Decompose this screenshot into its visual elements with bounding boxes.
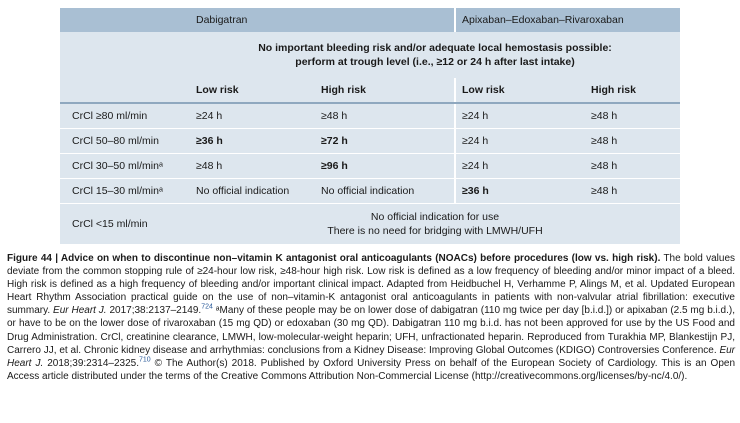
caption-cite-1: 2017;38:2137–2149. [106,305,202,317]
row-label: CrCl 30–50 ml/minᵃ [60,153,190,179]
table-row: CrCl ≥80 ml/min ≥24 h ≥48 h ≥24 h ≥48 h [60,103,680,129]
table-cell: No official indication [190,178,315,204]
row-label: CrCl <15 ml/min [60,203,190,244]
figure-caption: Figure 44 | Advice on when to discontinu… [7,252,735,383]
table-cell: ≥48 h [315,103,455,129]
table-cell: ≥48 h [190,153,315,179]
table-row: CrCl 30–50 ml/minᵃ ≥48 h ≥96 h ≥24 h ≥48… [60,153,680,179]
license-link[interactable]: http://creativecommons.org/licenses/by-n… [474,370,682,382]
table-cell: ≥24 h [454,103,585,129]
reference-superscript[interactable]: 724 [201,304,213,312]
caption-journal-2: Eur Heart J. [7,344,735,369]
table-cell: No official indication [315,178,455,204]
caption-title: Figure 44 | Advice on when to discontinu… [7,253,661,264]
table-cell: ≥72 h [315,128,455,154]
caption-cite-2: 2018;39:2314–2325. [43,357,139,369]
table-cell: ≥24 h [454,153,585,179]
no-indication-merged-cell: No official indication for use There is … [190,203,680,244]
table-cell: ≥48 h [585,178,680,204]
drug-header-row: Dabigatran Apixaban–Edoxaban–Rivaroxaban [60,8,680,32]
caption-journal-1: Eur Heart J. [53,305,107,317]
trough-note-line1: No important bleeding risk and/or adequa… [258,42,612,54]
table-row: CrCl 15–30 ml/minᵃ No official indicatio… [60,178,680,204]
noac-discontinuation-table-container: Dabigatran Apixaban–Edoxaban–Rivaroxaban… [60,8,680,244]
risk-label-dabi-high: High risk [315,78,455,104]
caption-text-4: ). [681,370,688,382]
row-label: CrCl 15–30 ml/minᵃ [60,178,190,204]
reference-superscript[interactable]: 710 [139,356,151,364]
table-cell: ≥36 h [190,128,315,154]
trough-note-cell: No important bleeding risk and/or adequa… [190,32,680,78]
table-cell: ≥36 h [454,178,585,204]
no-indication-line2: There is no need for bridging with LMWH/… [327,225,543,237]
risk-label-row: Low risk High risk Low risk High risk [60,78,680,104]
note-blank-cell [60,32,190,78]
risk-label-xaban-low: Low risk [454,78,585,104]
header-xabans: Apixaban–Edoxaban–Rivaroxaban [454,8,680,32]
table-row: CrCl 50–80 ml/min ≥36 h ≥72 h ≥24 h ≥48 … [60,128,680,154]
no-indication-line1: No official indication for use [370,211,500,223]
table-cell: ≥48 h [585,103,680,129]
risk-label-dabi-low: Low risk [190,78,315,104]
header-dabigatran: Dabigatran [190,8,455,32]
caption-text-2: ᵃMany of these people may be on lower do… [7,305,735,356]
trough-note-line2: perform at trough level (i.e., ≥12 or 24… [295,56,575,68]
table-cell: ≥48 h [585,153,680,179]
caption-text-1: The bold values deviate from the common … [7,253,736,317]
row-label: CrCl 50–80 ml/min [60,128,190,154]
row-label: CrCl ≥80 ml/min [60,103,190,129]
table-cell: ≥24 h [190,103,315,129]
risk-label-xaban-high: High risk [585,78,680,104]
caption-text-3: © The Author(s) 2018. Published by Oxfor… [7,357,736,382]
table-cell: ≥24 h [454,128,585,154]
header-blank-cell [60,8,190,32]
risk-blank-cell [60,78,190,104]
table-cell: ≥48 h [585,128,680,154]
table-cell: ≥96 h [315,153,455,179]
trough-note-row: No important bleeding risk and/or adequa… [60,32,680,78]
table-row: CrCl <15 ml/min No official indication f… [60,203,680,244]
noac-discontinuation-table: Dabigatran Apixaban–Edoxaban–Rivaroxaban… [60,8,680,244]
